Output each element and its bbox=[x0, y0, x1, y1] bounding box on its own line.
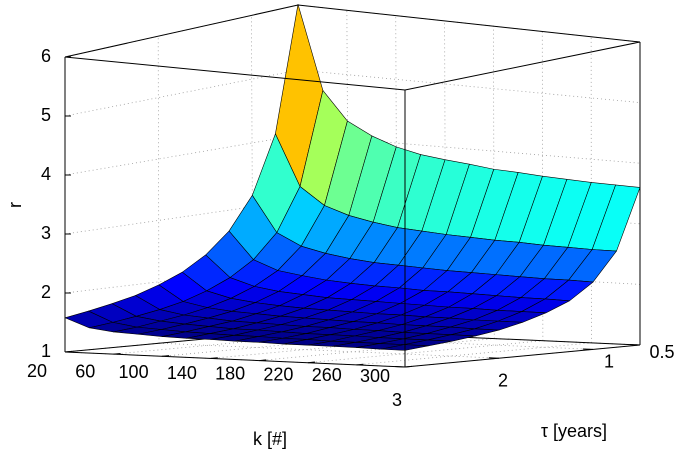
z-tick-label: 5 bbox=[41, 105, 51, 125]
box-edge bbox=[297, 4, 641, 43]
tick-mark bbox=[259, 359, 267, 362]
x-tick-label: 60 bbox=[75, 361, 95, 381]
x-tick-label: 260 bbox=[312, 365, 342, 385]
tick-mark bbox=[162, 355, 170, 357]
tick-mark bbox=[356, 363, 364, 366]
tick-mark bbox=[404, 365, 413, 368]
box-edge bbox=[64, 351, 406, 368]
z-tick-label: 1 bbox=[41, 341, 51, 361]
x-tick-label: 300 bbox=[360, 366, 390, 386]
x-tick-label: 180 bbox=[215, 364, 245, 384]
grid-line bbox=[356, 342, 592, 366]
y-tick-label: 1 bbox=[604, 351, 614, 371]
x-axis-label: k [#] bbox=[253, 429, 287, 449]
y-tick-label: 2 bbox=[498, 371, 508, 391]
grid-line bbox=[259, 338, 495, 361]
grid-line bbox=[64, 69, 299, 117]
grid-line bbox=[298, 69, 641, 103]
box-edge bbox=[64, 56, 406, 91]
x-tick-label: 140 bbox=[167, 363, 197, 383]
box-edge bbox=[404, 41, 641, 91]
x-tick-label: 20 bbox=[27, 361, 47, 381]
y-tick-label: 3 bbox=[392, 390, 402, 410]
z-tick-label: 3 bbox=[41, 223, 51, 243]
x-tick-label: 100 bbox=[119, 362, 149, 382]
z-tick-label: 6 bbox=[41, 46, 51, 66]
x-tick-label: 220 bbox=[263, 364, 293, 384]
grid-line bbox=[158, 342, 500, 359]
box-edge bbox=[404, 344, 641, 368]
tick-mark bbox=[113, 352, 121, 355]
z-axis-label: r bbox=[5, 202, 25, 208]
y-tick-label: 0.5 bbox=[649, 342, 674, 362]
tick-mark bbox=[210, 357, 218, 359]
box-edge bbox=[64, 4, 299, 58]
z-tick-label: 4 bbox=[41, 164, 51, 184]
z-tick-label: 2 bbox=[41, 282, 51, 302]
tick-mark bbox=[307, 361, 315, 364]
tick-mark bbox=[64, 350, 73, 353]
grid-line bbox=[307, 340, 543, 364]
y-axis-label: τ [years] bbox=[541, 421, 607, 441]
